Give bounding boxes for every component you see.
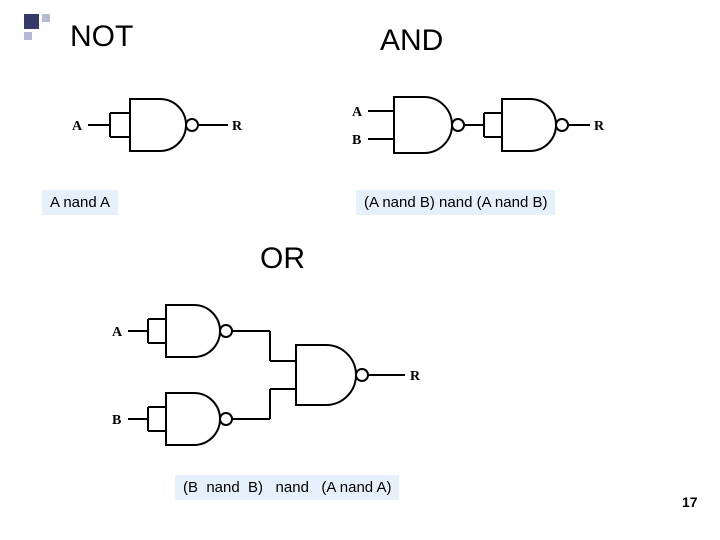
label-a: A <box>352 105 363 120</box>
label-b: B <box>112 413 121 428</box>
diagram-not: A R <box>70 85 250 165</box>
diagram-and: A B R <box>350 85 610 165</box>
diagram-or: A B R <box>110 295 440 455</box>
formula-or: (B nand B) nand (A nand A) <box>175 475 399 500</box>
decor-square-3 <box>24 32 32 40</box>
title-not: NOT <box>70 20 133 54</box>
formula-not: A nand A <box>42 190 118 215</box>
title-and: AND <box>380 24 443 58</box>
page-number: 17 <box>682 494 698 510</box>
label-a: A <box>112 325 123 340</box>
formula-and: (A nand B) nand (A nand B) <box>356 190 555 215</box>
title-or: OR <box>260 242 305 276</box>
label-r: R <box>594 119 605 134</box>
label-a: A <box>72 119 83 134</box>
label-b: B <box>352 133 361 148</box>
label-r: R <box>232 119 243 134</box>
decor-square-2 <box>42 14 50 22</box>
decor-square-1 <box>24 14 39 29</box>
label-r: R <box>410 369 421 384</box>
